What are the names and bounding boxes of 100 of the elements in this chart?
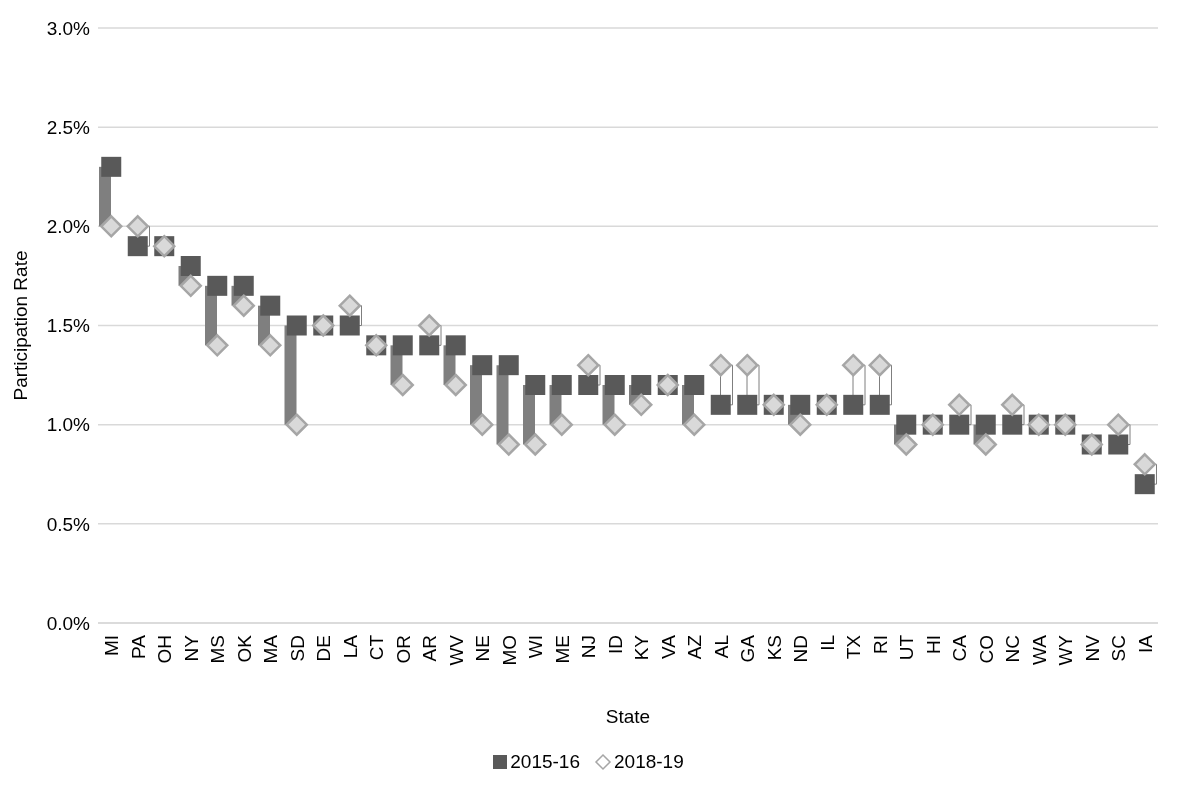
point [578,375,599,395]
point [789,413,812,436]
point [603,413,626,436]
point [577,353,600,377]
x-tick-label: WV [445,634,467,666]
point [736,353,759,377]
x-tick-label: OR [392,635,414,664]
point [551,375,572,395]
point [445,335,466,356]
point [207,275,228,296]
point [338,294,361,317]
x-tick-label: CA [949,634,971,662]
point [1108,434,1129,455]
point [471,413,494,436]
point [286,315,307,336]
point [948,393,971,417]
point [842,353,865,377]
point [683,413,706,436]
y-tick-label: 3.0% [46,17,91,39]
point [974,433,997,456]
x-tick-label: VA [657,634,679,659]
point [418,314,441,337]
x-tick-label: CO [975,635,997,664]
x-tick-label: RI [869,635,891,654]
point [285,413,308,436]
point [949,414,970,435]
x-tick-label: MS [207,635,229,664]
x-tick-label: AL [710,635,732,659]
x-tick-label: GA [737,634,759,663]
x-tick-label: OH [154,635,176,664]
point [1133,453,1156,476]
point [126,215,149,238]
x-tick-label: WY [1055,634,1077,666]
x-tick-label: DE [313,635,335,662]
x-tick-label: IL [816,635,838,651]
point [391,373,414,397]
point [550,413,573,436]
x-tick-label: WI [525,635,547,659]
x-tick-label: AZ [684,634,706,660]
point [895,433,918,456]
point [710,394,731,415]
x-tick-label: ND [790,635,812,663]
point [684,375,705,395]
x-tick-label: SD [286,635,308,662]
x-tick-label: ID [604,635,626,654]
x-tick-label: WA [1028,634,1050,665]
point [259,334,282,357]
x-tick-label: KS [763,635,785,661]
point [419,335,440,356]
x-tick-label: HI [922,635,944,654]
y-tick-label: 0.0% [46,612,91,634]
y-tick-label: 1.0% [46,414,91,436]
x-tick-label: PA [127,634,149,659]
x-tick-label: CT [366,634,388,661]
point [896,414,917,435]
x-tick-label: IA [1134,634,1156,653]
x-tick-label: KY [631,634,653,661]
point [868,353,891,377]
point [497,433,520,456]
point [630,393,653,417]
point [444,373,467,397]
point [709,353,732,377]
x-tick-label: MO [498,635,520,666]
point [524,433,547,456]
x-tick-label: OK [233,634,255,663]
point [737,394,758,415]
point [472,355,493,376]
point [233,275,254,296]
x-tick-label: ME [551,635,573,664]
x-tick-label: UT [896,634,918,661]
x-tick-label: SC [1108,635,1130,662]
x-tick-label: MI [101,635,123,657]
point [1002,414,1023,435]
x-tick-label: NC [1002,635,1024,663]
point [206,334,229,357]
x-tick-label: NJ [578,635,600,659]
point [179,274,202,298]
point [1107,413,1130,436]
x-axis-title: State [605,706,651,727]
y-tick-label: 2.5% [46,116,91,138]
point [260,295,281,316]
point [869,394,890,415]
y-tick-label: 1.5% [46,315,91,337]
point [1134,474,1155,495]
point [127,236,148,257]
point [631,375,652,395]
point [180,256,201,276]
point [392,335,413,356]
x-tick-label: AR [419,635,441,662]
x-tick-label: NV [1081,634,1103,662]
point [525,375,546,395]
legend-label: 2015-16 [510,751,580,773]
x-tick-label: NE [472,635,494,662]
point [100,215,123,238]
point [498,355,519,376]
point [232,294,255,317]
point [1001,393,1024,417]
point [843,394,864,415]
point [339,315,360,336]
y-tick-label: 0.5% [46,513,91,535]
